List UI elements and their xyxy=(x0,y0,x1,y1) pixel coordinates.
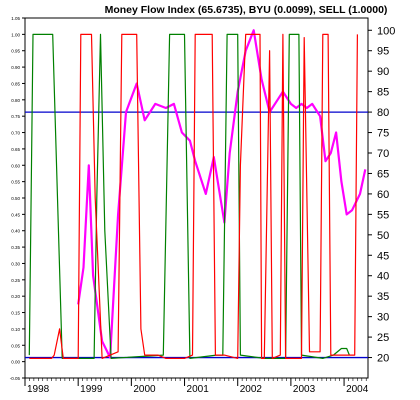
plot-frame xyxy=(24,17,369,379)
x-axis-ticks: 1998 1999 2000 2001 2002 2003 2004 xyxy=(24,378,369,395)
left-tick-label: 0.90 xyxy=(11,65,20,70)
left-tick-label: 1.05 xyxy=(11,16,20,21)
right-tick-label: 65 xyxy=(377,168,389,180)
x-tick-label: 2002 xyxy=(240,384,263,395)
left-tick-label: 0.70 xyxy=(11,131,20,136)
right-tick-label: 90 xyxy=(377,66,389,78)
series-layer xyxy=(28,29,367,359)
left-tick-label: 0.45 xyxy=(11,212,20,217)
right-tick-label: 80 xyxy=(377,107,389,119)
right-tick-label: 35 xyxy=(377,291,389,303)
left-tick-label: 0.95 xyxy=(11,49,20,54)
right-tick-label: 30 xyxy=(377,312,389,324)
left-tick-label: 0.30 xyxy=(11,261,20,266)
x-tick-label: 2004 xyxy=(346,384,369,395)
left-tick-label: 0.80 xyxy=(11,98,20,103)
left-tick-label: 0.00 xyxy=(11,360,20,365)
chart-title: Money Flow Index (65.6735), BYU (0.0099)… xyxy=(105,4,388,16)
x-tick-label: 1999 xyxy=(80,384,103,395)
left-tick-label: 0.40 xyxy=(11,229,20,234)
right-tick-label: 60 xyxy=(377,189,389,201)
x-tick-label: 2001 xyxy=(187,384,210,395)
left-tick-label: 0.25 xyxy=(11,278,20,283)
left-tick-label: 0.05 xyxy=(11,343,20,348)
left-tick-label: 0.75 xyxy=(11,114,20,119)
right-tick-label: 55 xyxy=(377,209,389,221)
left-tick-label: 1.00 xyxy=(11,32,20,37)
right-tick-label: 25 xyxy=(377,332,389,344)
right-tick-label: 75 xyxy=(377,128,389,140)
x-tick-label: 2000 xyxy=(133,384,156,395)
x-tick-label: 2003 xyxy=(293,384,316,395)
left-tick-label: 0.85 xyxy=(11,81,20,86)
right-tick-label: 85 xyxy=(377,87,389,99)
left-tick-label: 0.35 xyxy=(11,245,20,250)
left-tick-label: -0.05 xyxy=(10,376,21,381)
right-tick-label: 50 xyxy=(377,230,389,242)
reference-lines xyxy=(25,111,368,359)
right-tick-label: 20 xyxy=(377,353,389,365)
left-tick-label: 0.15 xyxy=(11,311,20,316)
left-tick-label: 0.20 xyxy=(11,294,20,299)
series-line-2 xyxy=(29,33,358,359)
right-tick-label: 100 xyxy=(377,25,395,37)
left-tick-label: 0.65 xyxy=(11,147,20,152)
left-tick-label: 0.60 xyxy=(11,163,20,168)
x-tick-label: 1998 xyxy=(27,384,50,395)
left-tick-label: 0.10 xyxy=(11,327,20,332)
left-axis-ticks: 1.05 1.00 0.95 0.90 0.85 0.80 0.75 0.70 0.65 0.60… xyxy=(10,16,25,381)
right-tick-label: 40 xyxy=(377,271,389,283)
right-tick-label: 95 xyxy=(377,46,389,58)
right-axis-ticks: 100 95 90 85 80 75 70 65 60 55 50 45 40 35 30 25 20 xyxy=(368,25,395,365)
right-tick-label: 70 xyxy=(377,148,389,160)
left-tick-label: 0.50 xyxy=(11,196,20,201)
right-tick-label: 45 xyxy=(377,250,389,262)
left-tick-label: 0.55 xyxy=(11,180,20,185)
